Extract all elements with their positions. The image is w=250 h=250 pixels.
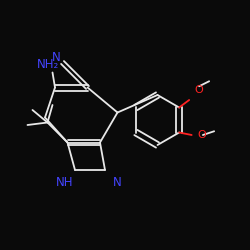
Text: N: N bbox=[113, 176, 122, 189]
Text: NH: NH bbox=[56, 176, 74, 189]
Text: NH₂: NH₂ bbox=[36, 58, 59, 71]
Text: O: O bbox=[197, 130, 206, 140]
Text: N: N bbox=[52, 51, 60, 64]
Text: O: O bbox=[195, 85, 203, 95]
